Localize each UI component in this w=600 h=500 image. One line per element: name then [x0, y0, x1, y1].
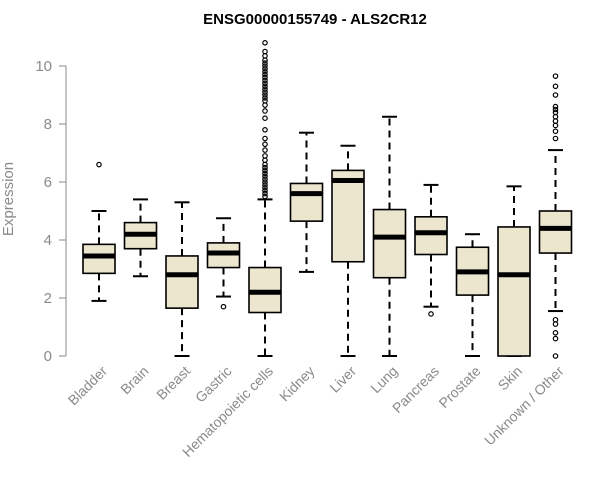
y-tick-label: 4	[44, 232, 52, 249]
outlier-point	[262, 141, 268, 148]
x-category-label: Prostate	[435, 363, 483, 411]
outlier-point	[262, 57, 268, 64]
outlier-point	[428, 311, 434, 317]
outlier-point	[262, 170, 268, 177]
outlier-point	[262, 127, 268, 133]
outlier-point	[262, 153, 268, 159]
x-category-label: Unknown / Other	[481, 363, 567, 449]
box-bladder	[82, 161, 116, 302]
outlier-point	[262, 161, 268, 168]
outlier-point	[552, 316, 559, 323]
outlier-point	[552, 103, 559, 110]
outlier-point	[262, 190, 268, 197]
boxplot-series	[82, 39, 573, 359]
y-axis-label: Expression	[0, 162, 17, 236]
outlier-point	[552, 73, 559, 79]
outlier-point	[262, 102, 268, 108]
box-iqr	[372, 208, 407, 279]
x-category-label: Brain	[117, 363, 151, 397]
x-category-label: Bladder	[65, 363, 111, 409]
outlier-point	[552, 92, 559, 98]
outlier-point	[262, 176, 268, 182]
outlier-point	[552, 122, 559, 129]
outlier-point	[262, 69, 268, 75]
outlier-point	[262, 167, 268, 174]
outlier-point	[262, 193, 268, 200]
outlier-point	[262, 98, 268, 104]
outlier-point	[262, 39, 268, 46]
outlier-point	[262, 173, 268, 180]
outlier-point	[262, 108, 268, 114]
box-iqr	[165, 255, 199, 309]
box-iqr	[497, 226, 531, 357]
box-hematopoietic-cells	[248, 39, 282, 357]
box-brain	[123, 198, 158, 278]
outlier-point	[262, 179, 268, 185]
outlier-point	[262, 60, 268, 66]
outlier-point	[262, 157, 268, 164]
y-tick-label: 8	[44, 116, 52, 133]
x-category-label: Breast	[153, 363, 193, 403]
outlier-point	[552, 83, 559, 90]
box-iqr	[538, 210, 573, 254]
box-breast	[165, 201, 199, 357]
y-tick-label: 10	[35, 58, 52, 75]
outlier-point	[262, 92, 268, 98]
box-iqr	[331, 169, 365, 263]
outlier-point	[262, 86, 268, 93]
box-iqr	[289, 182, 324, 222]
outlier-point	[262, 185, 268, 191]
outlier-point	[552, 128, 559, 135]
box-pancreas	[414, 183, 448, 317]
y-axis: 0 2 4 6 8 10	[35, 58, 67, 365]
outlier-point	[262, 115, 268, 122]
y-tick-label: 6	[44, 174, 52, 191]
outlier-point	[552, 335, 559, 342]
outlier-point	[262, 187, 268, 194]
box-unknown-other	[538, 73, 573, 359]
outlier-point	[552, 329, 559, 336]
y-tick-label: 0	[44, 348, 52, 365]
box-iqr	[82, 243, 116, 275]
box-kidney	[289, 131, 324, 273]
outlier-point	[552, 118, 559, 124]
y-tick-label: 2	[44, 290, 52, 307]
outlier-point	[262, 53, 268, 59]
box-gastric	[206, 217, 241, 310]
outlier-point	[262, 80, 268, 87]
outlier-point	[262, 182, 268, 188]
box-lung	[372, 115, 407, 357]
outlier-point	[552, 135, 559, 142]
outlier-point	[552, 106, 559, 113]
chart-title: ENSG00000155749 - ALS2CR12	[203, 11, 427, 28]
outlier-point	[262, 48, 268, 55]
outlier-point	[262, 83, 268, 90]
box-prostate	[455, 233, 490, 357]
outlier-point	[262, 89, 268, 95]
outlier-point	[552, 353, 559, 359]
x-category-label: Kidney	[276, 363, 318, 405]
outlier-point	[96, 161, 102, 168]
outlier-point	[262, 71, 268, 78]
outlier-point	[262, 66, 268, 72]
outlier-point	[262, 164, 268, 171]
outlier-point	[552, 113, 559, 120]
x-category-label: Lung	[367, 363, 400, 396]
outlier-point	[262, 147, 268, 153]
outlier-point	[552, 109, 559, 116]
box-liver	[331, 144, 365, 357]
outlier-point	[262, 63, 268, 69]
box-iqr	[414, 216, 448, 256]
x-category-label: Liver	[326, 363, 359, 396]
x-category-label: Skin	[495, 363, 526, 394]
outlier-point	[262, 135, 268, 142]
outlier-point	[262, 77, 268, 84]
outlier-point	[552, 321, 559, 327]
outlier-point	[262, 95, 268, 101]
box-skin	[497, 185, 531, 357]
outlier-point	[262, 74, 268, 81]
outlier-point	[220, 303, 227, 310]
